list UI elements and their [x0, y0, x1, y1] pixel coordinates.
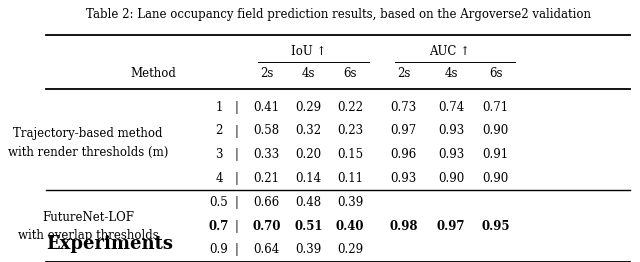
Text: 0.97: 0.97: [437, 220, 465, 233]
Text: Method: Method: [131, 67, 177, 80]
Text: 0.48: 0.48: [295, 196, 321, 209]
Text: 0.11: 0.11: [337, 172, 363, 185]
Text: 0.91: 0.91: [483, 148, 509, 161]
Text: 0.90: 0.90: [483, 172, 509, 185]
Text: |: |: [235, 101, 239, 114]
Text: 0.98: 0.98: [389, 220, 418, 233]
Text: 0.64: 0.64: [253, 243, 280, 256]
Text: 0.74: 0.74: [438, 101, 464, 114]
Text: 0.95: 0.95: [481, 220, 510, 233]
Text: 3: 3: [215, 148, 223, 161]
Text: 0.70: 0.70: [252, 220, 281, 233]
Text: 0.73: 0.73: [390, 101, 417, 114]
Text: 0.32: 0.32: [295, 124, 321, 138]
Text: Table 2: Lane occupancy field prediction results, based on the Argoverse2 valida: Table 2: Lane occupancy field prediction…: [86, 8, 591, 21]
Text: |: |: [235, 196, 239, 209]
Text: 2: 2: [215, 124, 223, 138]
Text: 0.21: 0.21: [253, 172, 280, 185]
Text: with overlap thresholds: with overlap thresholds: [18, 229, 159, 242]
Text: 4: 4: [215, 172, 223, 185]
Text: 0.33: 0.33: [253, 148, 280, 161]
Text: 4s: 4s: [301, 67, 315, 80]
Text: Trajectory-based method: Trajectory-based method: [13, 127, 163, 140]
Text: 0.29: 0.29: [337, 243, 363, 256]
Text: 0.71: 0.71: [483, 101, 509, 114]
Text: 0.40: 0.40: [335, 220, 364, 233]
Text: 2s: 2s: [260, 67, 273, 80]
Text: 0.41: 0.41: [253, 101, 280, 114]
Text: 2s: 2s: [397, 67, 410, 80]
Text: 0.58: 0.58: [253, 124, 280, 138]
Text: 0.39: 0.39: [337, 196, 363, 209]
Text: |: |: [235, 124, 239, 138]
Text: IoU ↑: IoU ↑: [291, 45, 326, 58]
Text: 0.5: 0.5: [210, 196, 228, 209]
Text: 1: 1: [215, 101, 223, 114]
Text: 6s: 6s: [343, 67, 356, 80]
Text: |: |: [235, 243, 239, 256]
Text: 0.29: 0.29: [295, 101, 321, 114]
Text: |: |: [235, 172, 239, 185]
Text: 0.23: 0.23: [337, 124, 363, 138]
Text: |: |: [235, 148, 239, 161]
Text: |: |: [235, 220, 239, 233]
Text: 0.9: 0.9: [210, 243, 228, 256]
Text: 0.96: 0.96: [390, 148, 417, 161]
Text: AUC ↑: AUC ↑: [429, 45, 470, 58]
Text: FutureNet-LOF: FutureNet-LOF: [42, 211, 134, 223]
Text: 0.90: 0.90: [438, 172, 464, 185]
Text: 0.51: 0.51: [294, 220, 323, 233]
Text: 0.93: 0.93: [390, 172, 417, 185]
Text: 0.97: 0.97: [390, 124, 417, 138]
Text: 0.90: 0.90: [483, 124, 509, 138]
Text: 0.93: 0.93: [438, 148, 464, 161]
Text: 6s: 6s: [489, 67, 502, 80]
Text: 0.66: 0.66: [253, 196, 280, 209]
Text: 0.14: 0.14: [295, 172, 321, 185]
Text: 0.93: 0.93: [438, 124, 464, 138]
Text: 0.39: 0.39: [295, 243, 321, 256]
Text: 0.22: 0.22: [337, 101, 363, 114]
Text: with render thresholds (m): with render thresholds (m): [8, 145, 168, 159]
Text: 4s: 4s: [444, 67, 458, 80]
Text: Experiments: Experiments: [47, 235, 173, 253]
Text: 0.15: 0.15: [337, 148, 363, 161]
Text: 0.20: 0.20: [295, 148, 321, 161]
Text: 0.7: 0.7: [209, 220, 229, 233]
